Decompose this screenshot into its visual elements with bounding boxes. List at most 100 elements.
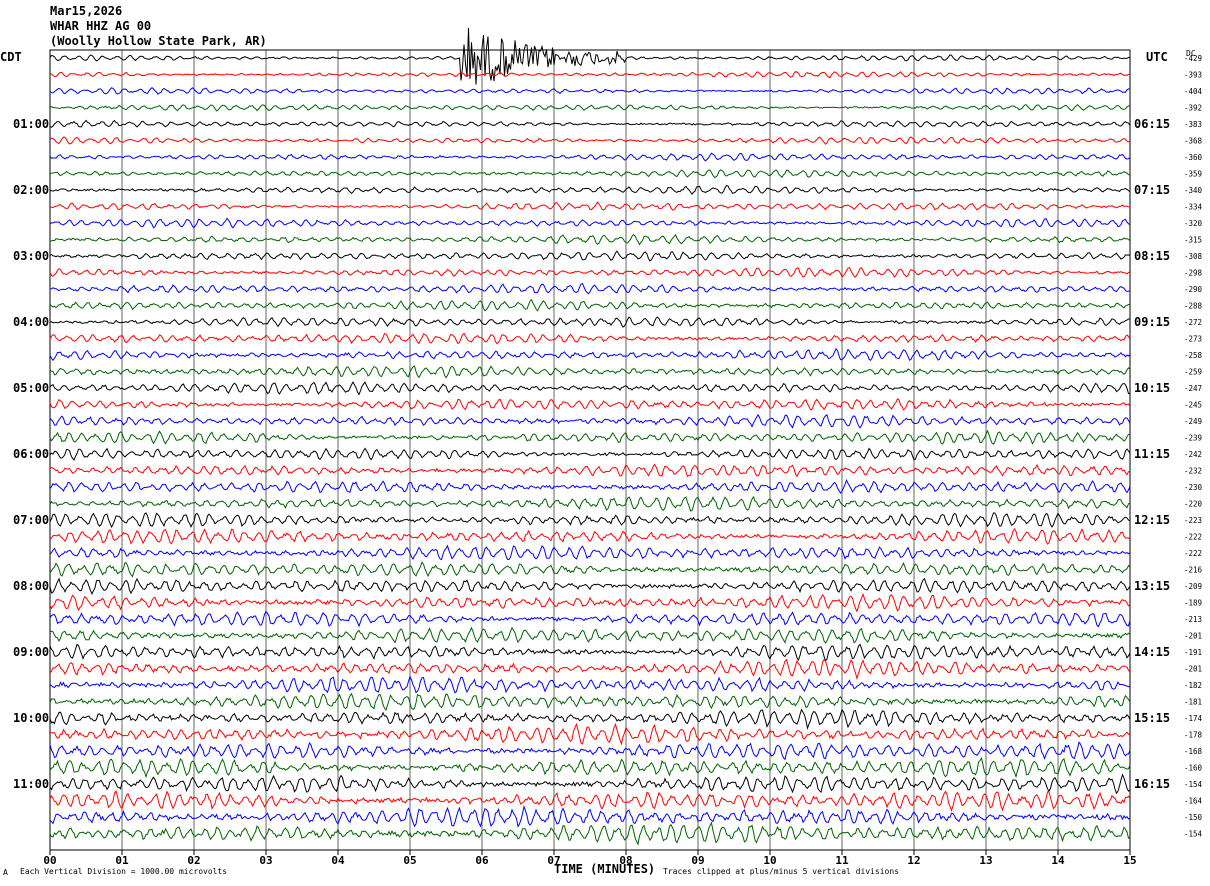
trace-line (49, 821, 1131, 846)
trace-line (49, 136, 1131, 145)
x-tick-label: 06 (475, 854, 489, 867)
dc-offset-label: -360 (1184, 153, 1203, 162)
right-hour-label: 12:15 (1134, 513, 1170, 527)
left-hour-label: 04:00 (13, 315, 49, 329)
dc-offset-label: -189 (1184, 599, 1202, 608)
station-id: WHAR HHZ AG 00 (50, 19, 152, 33)
trace-line (49, 675, 1131, 694)
dc-offset-label: -164 (1184, 797, 1203, 806)
trace-line (49, 708, 1131, 731)
trace-line (49, 233, 1131, 246)
station-location: (Woolly Hollow State Park, AR) (50, 34, 267, 48)
dc-offset-label: -220 (1184, 500, 1203, 509)
dc-offset-label: -209 (1184, 582, 1202, 591)
trace-line (49, 773, 1131, 795)
dc-offset-label: -334 (1184, 203, 1203, 212)
trace-line (49, 250, 1131, 262)
trace-line (49, 185, 1131, 196)
dc-offset-label: -272 (1184, 318, 1202, 327)
trace-line (49, 316, 1131, 328)
dc-offset-label: -315 (1184, 236, 1202, 245)
right-hour-label: 06:15 (1134, 117, 1170, 131)
dc-offset-label: -168 (1184, 747, 1203, 756)
dc-offset-label: -258 (1184, 351, 1203, 360)
dc-offset-label: -232 (1184, 467, 1202, 476)
trace-line (49, 282, 1131, 295)
left-hour-label: 02:00 (13, 183, 49, 197)
plot-header: Mar15,2026 WHAR HHZ AG 00 (Woolly Hollow… (50, 4, 267, 49)
x-tick-label: 07 (547, 854, 560, 867)
left-hour-label: 11:00 (13, 777, 49, 791)
trace-line (50, 201, 1131, 211)
trace-line (49, 298, 1131, 312)
dc-offset-label: -247 (1184, 384, 1202, 393)
dc-offset-label: -222 (1184, 533, 1202, 542)
left-timezone-label: CDT (0, 50, 22, 64)
right-hour-label: 13:15 (1134, 579, 1170, 593)
x-axis-title: TIME (MINUTES) (554, 862, 656, 876)
dc-offset-label: -383 (1184, 120, 1202, 129)
dc-offset-label: -368 (1184, 137, 1203, 146)
trace-line (49, 610, 1131, 628)
right-timezone-label: UTC (1146, 50, 1168, 64)
trace-line (49, 692, 1131, 711)
dc-offset-label: -245 (1184, 401, 1202, 410)
dc-offset-label: -178 (1184, 731, 1203, 740)
trace-line (49, 413, 1131, 429)
trace-line (49, 741, 1131, 761)
trace-line (49, 86, 1131, 95)
corner-mark: A (3, 868, 8, 877)
dc-offset-label: -359 (1184, 170, 1202, 179)
dc-offset-label: -320 (1184, 219, 1203, 228)
trace-line (49, 804, 1131, 828)
dc-offset-label: -404 (1184, 87, 1203, 96)
dc-offset-label: -230 (1184, 483, 1203, 492)
right-hour-label: 10:15 (1134, 381, 1170, 395)
trace-line (49, 544, 1131, 561)
dc-offset-label: -213 (1184, 615, 1202, 624)
left-hour-label: 01:00 (13, 117, 49, 131)
trace-line (49, 512, 1131, 529)
trace-line (49, 152, 1131, 162)
x-tick-label: 02 (187, 854, 200, 867)
dc-offset-label: -242 (1184, 450, 1202, 459)
left-hour-label: 06:00 (13, 447, 49, 461)
x-tick-label: 15 (1123, 854, 1136, 867)
trace-line (49, 626, 1131, 644)
trace-line (49, 71, 1131, 79)
dc-offset-label: -216 (1184, 566, 1203, 575)
dc-offset-label: -290 (1184, 285, 1203, 294)
dc-offset-label: -181 (1184, 698, 1202, 707)
dc-offset-label: -150 (1184, 813, 1203, 822)
x-tick-label: 12 (907, 854, 920, 867)
dc-offset-label: -174 (1184, 714, 1203, 723)
trace-line (49, 560, 1131, 578)
clip-note: Traces clipped at plus/minus 5 vertical … (663, 867, 900, 876)
trace-line (49, 348, 1131, 362)
dc-offset-label: -249 (1184, 417, 1202, 426)
trace-line (49, 332, 1131, 345)
plot-date: Mar15,2026 (50, 4, 123, 18)
trace-line (49, 381, 1131, 396)
left-hour-label: 09:00 (13, 645, 49, 659)
x-tick-label: 00 (43, 854, 56, 867)
left-hour-label: 05:00 (13, 381, 49, 395)
dc-offset-label: -182 (1184, 681, 1202, 690)
trace-line (49, 266, 1131, 278)
left-hour-label: 07:00 (13, 513, 49, 527)
dc-offset-label: -259 (1184, 368, 1202, 377)
dc-offset-label: -201 (1184, 632, 1202, 641)
dc-offset-label: -154 (1184, 830, 1203, 839)
trace-line (49, 27, 1131, 85)
x-tick-label: 03 (259, 854, 272, 867)
x-tick-label: 09 (691, 854, 704, 867)
dc-offset-label: -154 (1184, 780, 1203, 789)
right-hour-label: 15:15 (1134, 711, 1170, 725)
trace-line (49, 463, 1131, 478)
right-hour-label: 08:15 (1134, 249, 1170, 263)
left-hour-label: 08:00 (13, 579, 49, 593)
x-tick-label: 11 (835, 854, 849, 867)
trace-line (49, 495, 1131, 512)
x-tick-label: 01 (115, 854, 129, 867)
